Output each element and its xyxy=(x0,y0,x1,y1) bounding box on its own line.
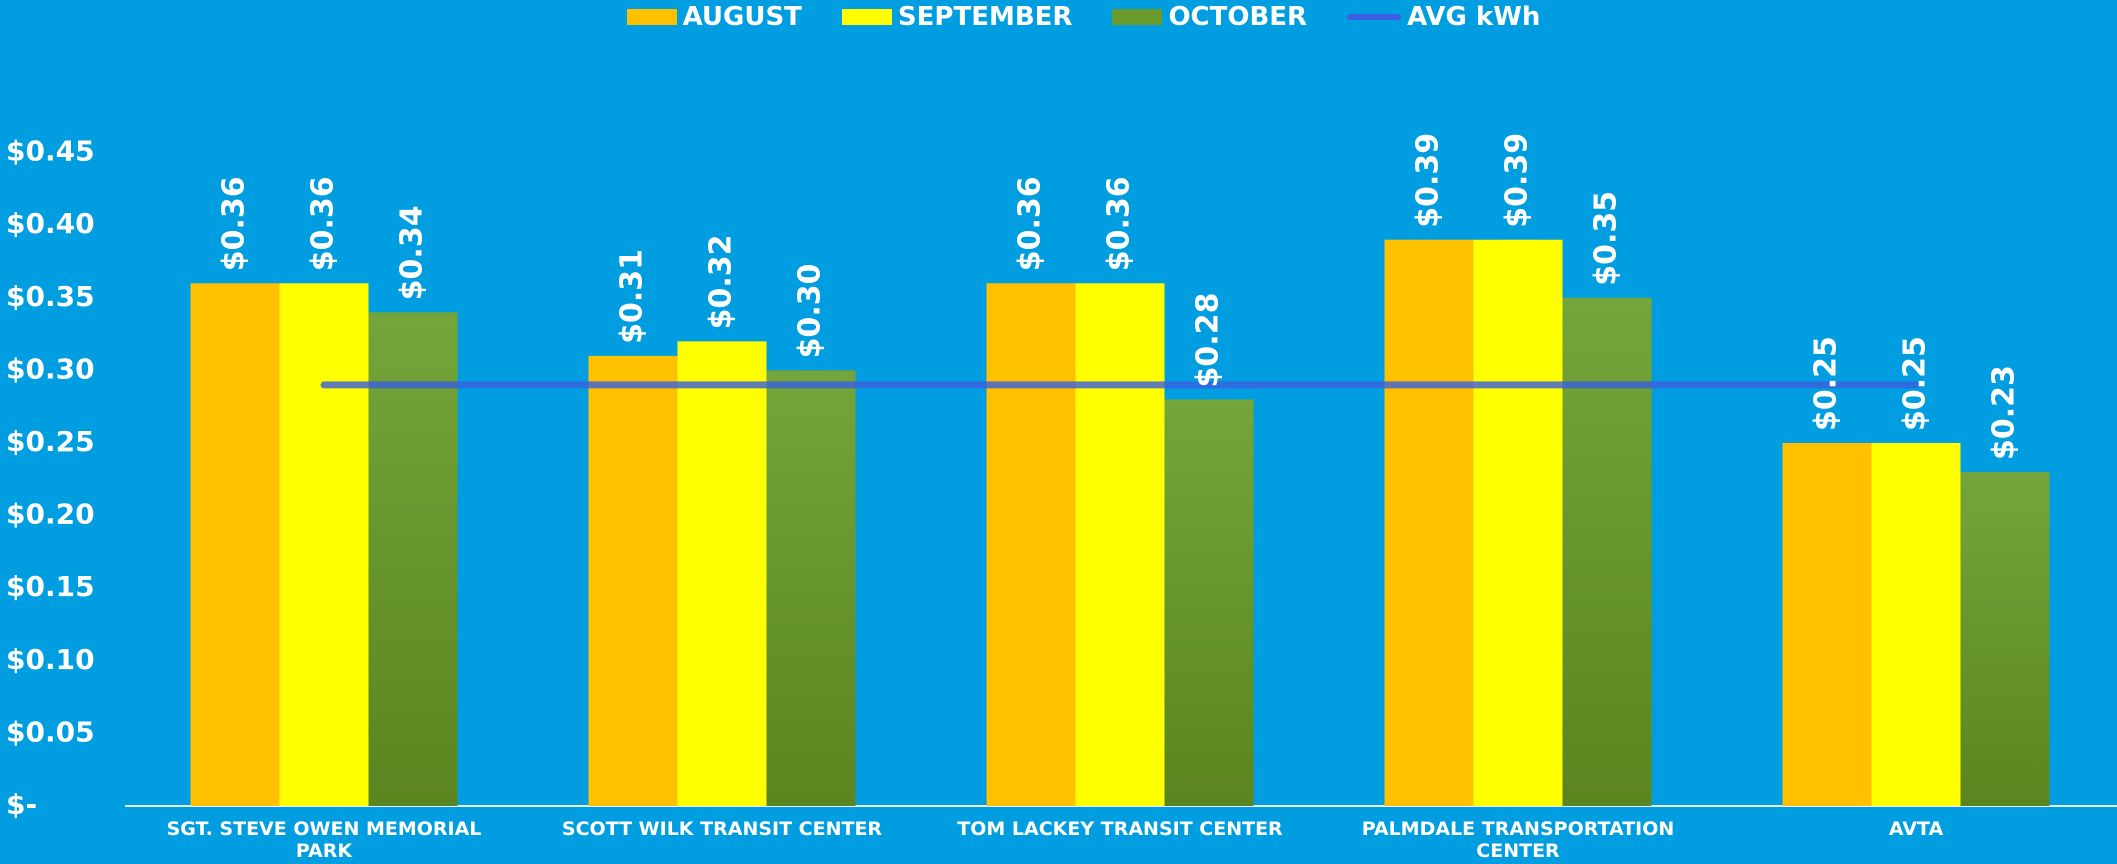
y-tick-label: $0.45 xyxy=(6,135,95,168)
data-label: $0.36 xyxy=(217,176,252,271)
data-label: $0.28 xyxy=(1191,293,1226,388)
data-label: $0.23 xyxy=(1987,365,2022,460)
bar xyxy=(986,283,1076,806)
data-label: $0.32 xyxy=(704,234,739,329)
y-tick-label: $0.35 xyxy=(6,280,95,313)
legend-swatch xyxy=(626,9,677,25)
data-label: $0.35 xyxy=(1589,191,1624,286)
legend-label: SEPTEMBER xyxy=(897,2,1073,32)
legend-item: OCTOBER xyxy=(1112,0,1307,34)
x-tick-label: SCOTT WILK TRANSIT CENTER xyxy=(561,818,883,840)
legend-label: AUGUST xyxy=(682,2,802,32)
y-tick-label: $0.15 xyxy=(6,570,95,603)
legend: AUGUST SEPTEMBER OCTOBER AVG kWh xyxy=(0,0,2117,34)
data-label: $0.25 xyxy=(1898,336,1933,431)
data-label: $0.30 xyxy=(793,263,828,358)
bar xyxy=(677,341,767,806)
legend-item: AUGUST xyxy=(626,0,802,34)
bar xyxy=(1782,443,1872,806)
y-tick-label: $0.25 xyxy=(6,425,95,458)
data-label: $0.34 xyxy=(395,205,430,300)
x-tick-label: AVTA xyxy=(1888,818,1944,840)
data-label: $0.36 xyxy=(1102,176,1137,271)
legend-item: AVG kWh xyxy=(1347,0,1540,34)
legend-swatch xyxy=(841,9,892,25)
y-tick-label: $0.20 xyxy=(6,498,95,531)
bar xyxy=(1562,297,1652,806)
bar xyxy=(1164,399,1254,806)
data-label: $0.25 xyxy=(1809,336,1844,431)
bar xyxy=(190,283,280,806)
bar xyxy=(279,283,369,806)
data-label: $0.31 xyxy=(615,249,650,344)
legend-swatch xyxy=(1112,9,1163,25)
x-tick-label: TOM LACKEY TRANSIT CENTER xyxy=(957,818,1283,840)
y-tick-label: $0.30 xyxy=(6,352,95,385)
data-label: $0.36 xyxy=(306,176,341,271)
y-tick-label: $0.05 xyxy=(6,715,95,748)
bar xyxy=(1473,239,1563,807)
bar xyxy=(368,312,458,806)
bar xyxy=(1960,472,2050,806)
bar xyxy=(588,355,678,806)
x-tick-label: SGT. STEVE OWEN MEMORIAL PARK xyxy=(166,818,482,862)
bar xyxy=(1384,239,1474,807)
x-tick-label: PALMDALE TRANSPORTATION CENTER xyxy=(1361,818,1675,862)
data-label: $0.39 xyxy=(1411,133,1446,228)
legend-line xyxy=(1347,14,1402,20)
bar xyxy=(1075,283,1165,806)
bar xyxy=(1871,443,1961,806)
data-label: $0.36 xyxy=(1013,176,1048,271)
y-tick-label: $0.10 xyxy=(6,643,95,676)
legend-item: SEPTEMBER xyxy=(841,0,1073,34)
data-label: $0.39 xyxy=(1500,133,1535,228)
legend-label: AVG kWh xyxy=(1407,2,1541,32)
y-tick-label: $- xyxy=(6,788,37,821)
bar xyxy=(766,370,856,806)
y-tick-label: $0.40 xyxy=(6,207,95,240)
legend-label: OCTOBER xyxy=(1168,2,1308,32)
